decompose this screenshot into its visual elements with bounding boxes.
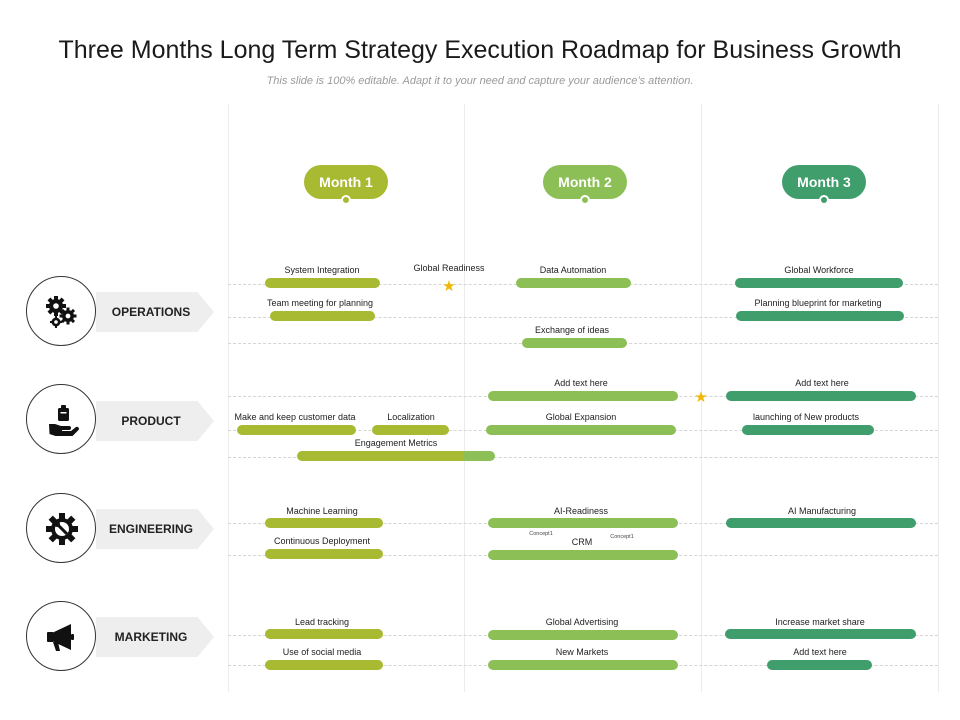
task-bar-increase-market-share bbox=[725, 629, 916, 639]
task-bar-planning-blueprint bbox=[736, 311, 904, 321]
task-bar-global-expansion bbox=[486, 425, 676, 435]
task-label-ai-readiness: AI-Readiness bbox=[553, 506, 609, 516]
task-bar-system-integration bbox=[265, 278, 380, 288]
row-guide bbox=[228, 457, 938, 458]
category-product-circle bbox=[26, 384, 96, 454]
task-label-customer-data: Make and keep customer data bbox=[234, 412, 356, 422]
category-engineering-circle bbox=[26, 493, 96, 563]
task-label-global-workforce: Global Workforce bbox=[784, 265, 854, 275]
task-label-continuous-deployment: Continuous Deployment bbox=[273, 536, 371, 546]
wrench-gear-icon bbox=[46, 513, 78, 545]
task-label-new-markets: New Markets bbox=[555, 647, 609, 657]
concept-note-left: Concept1 bbox=[529, 531, 553, 537]
megaphone-icon bbox=[47, 624, 74, 651]
hand-holding-box-icon bbox=[49, 405, 79, 436]
month-1-dot bbox=[341, 195, 351, 205]
month-2-pill: Month 2 bbox=[543, 165, 627, 199]
task-label-add-text-m2: Add text here bbox=[554, 378, 608, 388]
month-3-dot bbox=[819, 195, 829, 205]
task-bar-add-text-m2 bbox=[488, 391, 678, 401]
month-2-dot bbox=[580, 195, 590, 205]
task-label-global-expansion: Global Expansion bbox=[545, 412, 617, 422]
task-bar-add-text-m3 bbox=[726, 391, 916, 401]
concept-note-right: Concept1 bbox=[610, 534, 634, 540]
task-label-localization: Localization bbox=[387, 412, 435, 422]
column-divider bbox=[938, 104, 939, 692]
category-marketing: MARKETING bbox=[96, 617, 214, 657]
task-bar-continuous-deployment bbox=[265, 549, 383, 559]
column-divider bbox=[228, 104, 229, 692]
task-label-machine-learning: Machine Learning bbox=[286, 506, 358, 516]
task-bar-global-workforce bbox=[735, 278, 903, 288]
task-label-launching-products: launching of New products bbox=[752, 412, 860, 422]
milestone-star-icon: ★ bbox=[442, 278, 456, 295]
category-marketing-circle bbox=[26, 601, 96, 671]
task-bar-add-text-marketing bbox=[767, 660, 872, 670]
page-subtitle: This slide is 100% editable. Adapt it to… bbox=[266, 75, 694, 87]
gears-icon bbox=[46, 296, 77, 328]
task-label-add-text-m3: Add text here bbox=[795, 378, 849, 388]
task-bar-ai-manufacturing bbox=[726, 518, 916, 528]
task-label-planning-blueprint: Planning blueprint for marketing bbox=[754, 298, 882, 308]
task-bar-machine-learning bbox=[265, 518, 383, 528]
task-bar-team-meeting bbox=[270, 311, 375, 321]
task-label-add-text-marketing: Add text here bbox=[793, 647, 847, 657]
month-3-pill: Month 3 bbox=[782, 165, 866, 199]
task-label-data-automation: Data Automation bbox=[539, 265, 607, 275]
task-bar-engagement-metrics bbox=[297, 451, 495, 461]
task-label-global-advertising: Global Advertising bbox=[545, 617, 619, 627]
milestone-label-global-readiness: Global Readiness bbox=[413, 263, 485, 273]
task-bar-data-automation bbox=[516, 278, 631, 288]
column-divider bbox=[701, 104, 702, 692]
month-1-pill: Month 1 bbox=[304, 165, 388, 199]
task-bar-social-media bbox=[265, 660, 383, 670]
category-operations: OPERATIONS bbox=[96, 292, 214, 332]
task-bar-lead-tracking bbox=[265, 629, 383, 639]
task-label-team-meeting: Team meeting for planning bbox=[266, 298, 374, 308]
milestone-star-icon: ★ bbox=[694, 389, 708, 406]
task-bar-customer-data bbox=[237, 425, 356, 435]
task-label-crm: CRM bbox=[571, 537, 593, 547]
task-bar-global-advertising bbox=[488, 630, 678, 640]
task-label-exchange-of-ideas: Exchange of ideas bbox=[534, 325, 610, 335]
task-bar-exchange-of-ideas bbox=[522, 338, 627, 348]
task-label-increase-market-share: Increase market share bbox=[775, 617, 865, 627]
task-label-ai-manufacturing: AI Manufacturing bbox=[787, 506, 857, 516]
task-label-engagement-metrics: Engagement Metrics bbox=[354, 438, 438, 448]
task-bar-ai-readiness bbox=[488, 518, 678, 528]
task-bar-new-markets bbox=[488, 660, 678, 670]
category-engineering: ENGINEERING bbox=[96, 509, 214, 549]
column-divider bbox=[464, 104, 465, 692]
task-bar-crm bbox=[488, 550, 678, 560]
task-label-social-media: Use of social media bbox=[282, 647, 362, 657]
page-title: Three Months Long Term Strategy Executio… bbox=[58, 36, 902, 64]
task-label-system-integration: System Integration bbox=[284, 265, 360, 275]
category-product: PRODUCT bbox=[96, 401, 214, 441]
category-operations-circle bbox=[26, 276, 96, 346]
task-bar-launching-products bbox=[742, 425, 874, 435]
task-bar-localization bbox=[372, 425, 449, 435]
row-guide bbox=[228, 317, 938, 318]
task-label-lead-tracking: Lead tracking bbox=[294, 617, 350, 627]
